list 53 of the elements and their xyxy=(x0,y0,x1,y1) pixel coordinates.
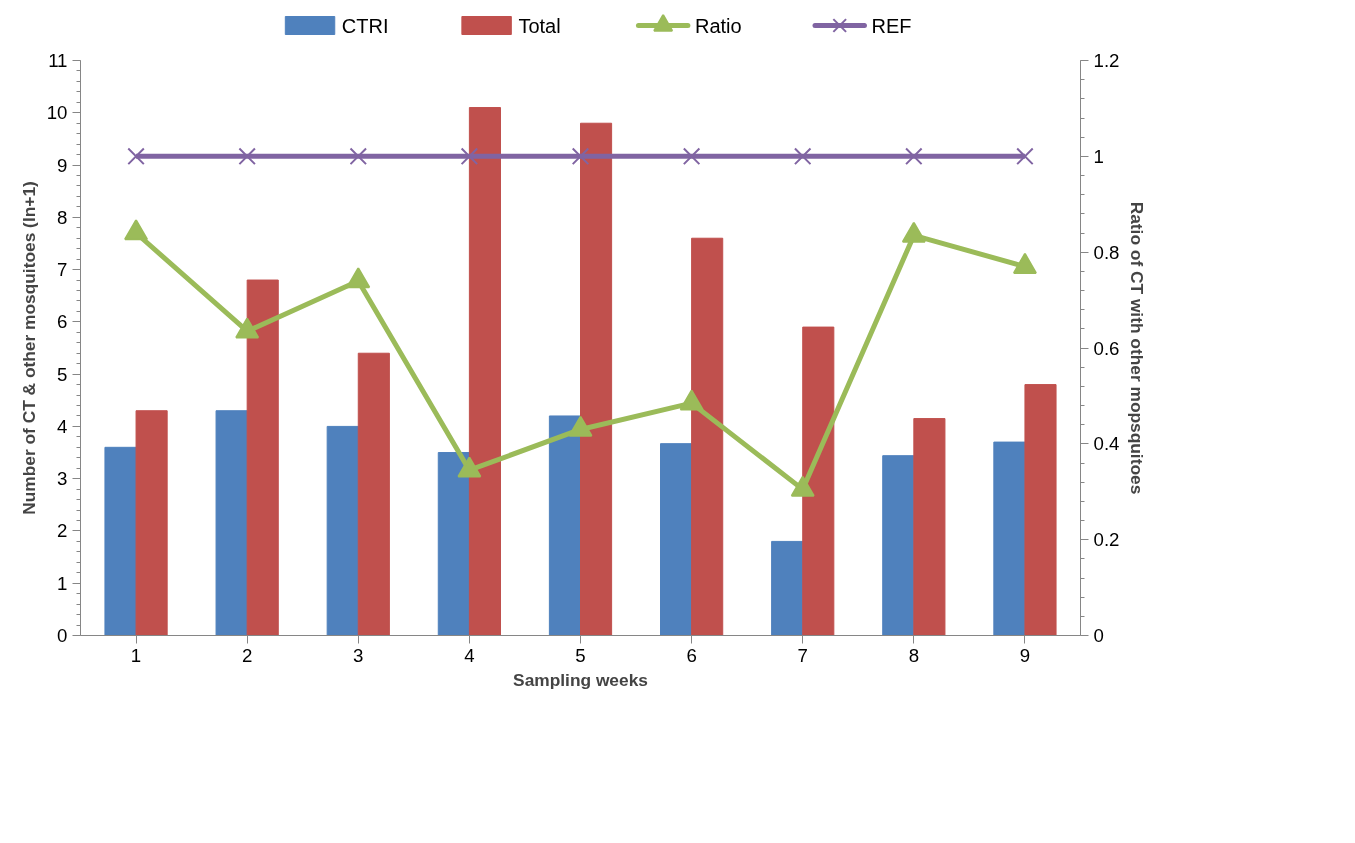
x-tick-label: 9 xyxy=(1019,644,1031,666)
bar xyxy=(1024,384,1057,636)
y-tick-label: 4 xyxy=(57,415,68,437)
bar xyxy=(326,425,359,636)
bar xyxy=(548,415,581,636)
bar xyxy=(802,326,835,636)
x-tick-label: 6 xyxy=(686,644,697,666)
x-tick-label: 7 xyxy=(797,644,808,666)
bar xyxy=(691,237,724,636)
bar xyxy=(580,122,613,636)
bar xyxy=(660,443,693,636)
legend-label: Ratio xyxy=(694,14,742,37)
y-tick-label: 0 xyxy=(57,625,68,646)
y2-tick-label: 0.4 xyxy=(1093,433,1120,455)
y-tick-label: 9 xyxy=(57,154,68,176)
y2-tick-label: 0.8 xyxy=(1093,241,1120,263)
y-tick-label: 2 xyxy=(57,520,68,542)
x-axis-title: Sampling weeks xyxy=(513,669,648,690)
bar xyxy=(357,352,390,636)
bar xyxy=(246,279,279,636)
bar xyxy=(104,446,137,636)
legend-label: REF xyxy=(871,14,912,37)
y-tick-label: 11 xyxy=(48,50,68,71)
x-tick-label: 4 xyxy=(464,644,475,666)
bar xyxy=(215,410,248,636)
y-tick-label: 10 xyxy=(46,102,68,124)
x-tick-label: 1 xyxy=(130,644,142,666)
legend-label: Total xyxy=(518,14,561,37)
x-tick-label: 2 xyxy=(241,644,253,666)
x-tick-label: 8 xyxy=(908,644,920,666)
y-tick-label: 5 xyxy=(57,363,68,385)
y2-tick-label: 0.6 xyxy=(1093,337,1120,359)
bar xyxy=(882,455,915,636)
y2-axis-title: Ratio of CT with other mopsquitoes xyxy=(1127,201,1148,495)
y2-tick-label: 1.2 xyxy=(1093,50,1120,71)
y-tick-label: 3 xyxy=(57,468,68,490)
y2-tick-label: 0 xyxy=(1093,625,1104,646)
y-tick-label: 7 xyxy=(57,259,68,281)
y2-tick-label: 0.2 xyxy=(1093,529,1120,551)
y-tick-label: 1 xyxy=(57,572,68,594)
bar xyxy=(993,441,1026,636)
bar xyxy=(437,452,470,636)
y-axis-title: Number of CT & other mosquitoes (ln+1) xyxy=(18,181,39,515)
x-tick-label: 3 xyxy=(353,644,364,666)
bar xyxy=(135,410,168,636)
y-tick-label: 6 xyxy=(57,311,68,333)
bar xyxy=(771,540,804,636)
y2-tick-label: 1 xyxy=(1093,145,1104,167)
legend-label: CTRI xyxy=(341,14,389,37)
bar xyxy=(913,418,946,636)
bar xyxy=(468,107,501,636)
x-tick-label: 5 xyxy=(575,644,586,666)
y-tick-label: 8 xyxy=(57,206,68,228)
